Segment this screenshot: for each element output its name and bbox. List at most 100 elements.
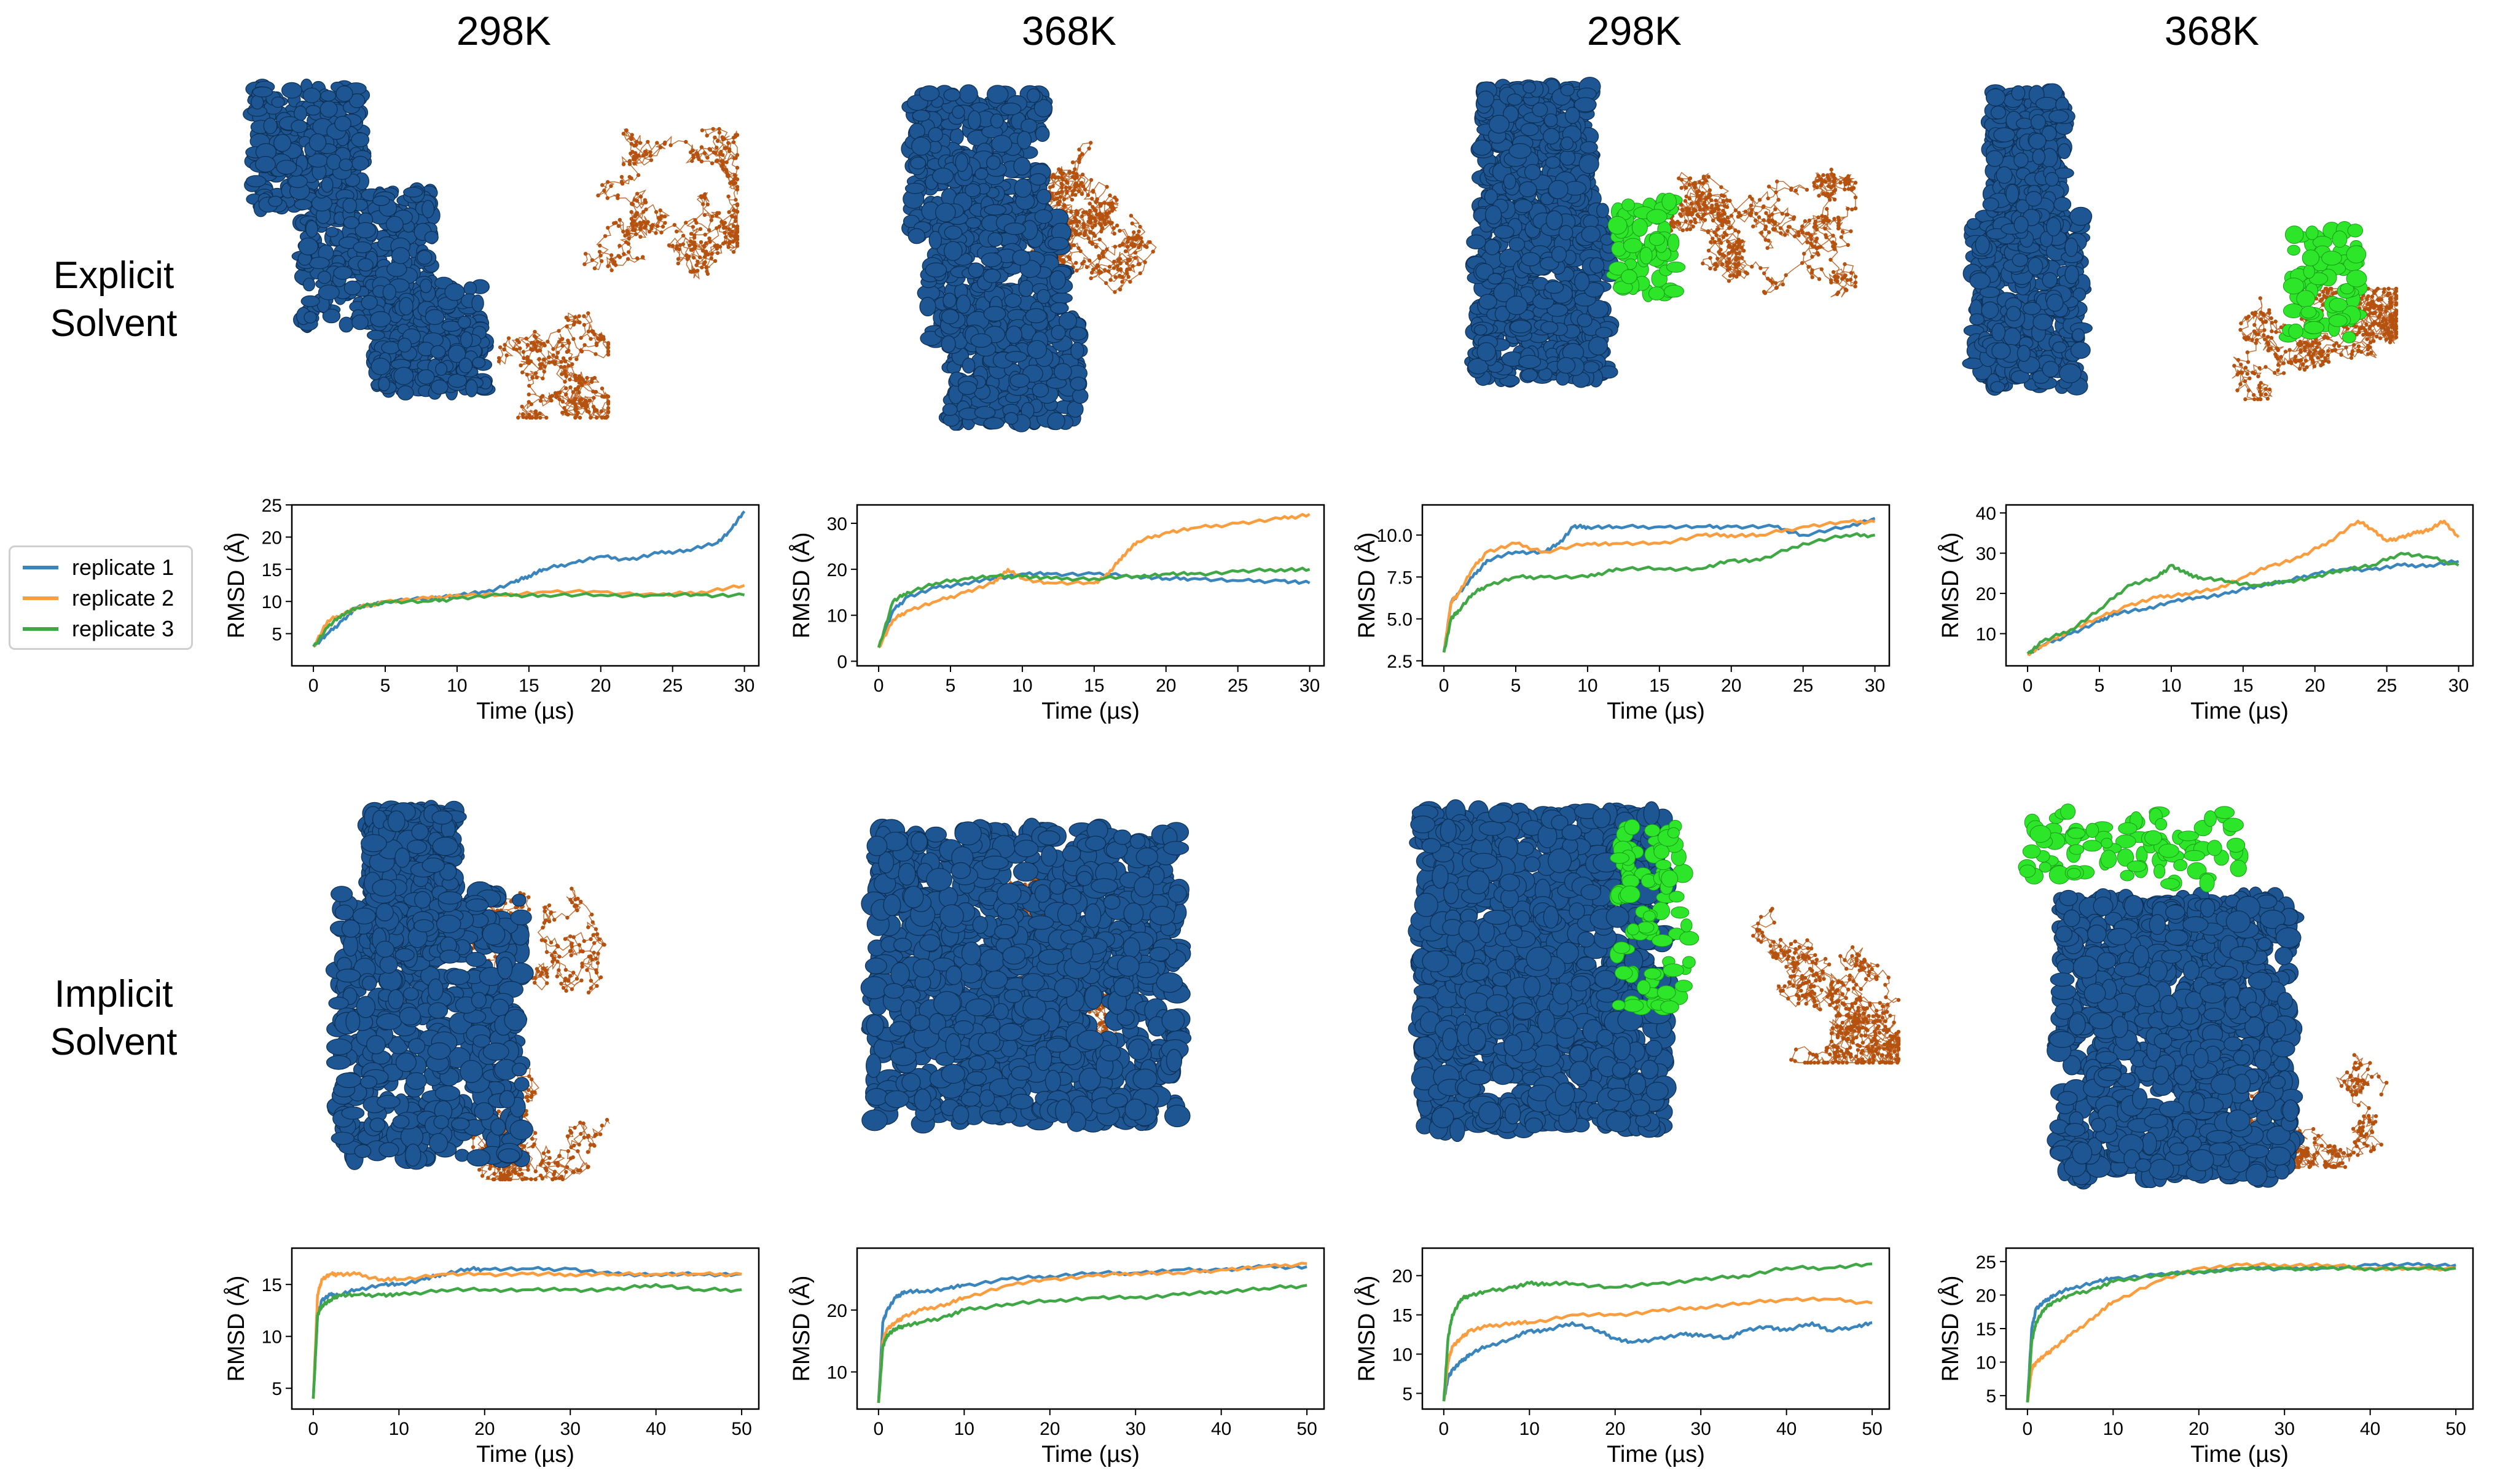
protein-surface [243,79,496,400]
x-tick-label: 50 [1296,1419,1317,1439]
series-line-replicate-1 [877,1263,1307,1404]
legend-label: replicate 2 [72,585,174,611]
y-axis-label: RMSD (Å) [1937,532,1964,638]
row-label-line: Solvent [50,1021,178,1063]
x-tick-label: 0 [1439,676,1449,696]
x-tick-label: 5 [946,676,956,696]
x-tick-label: 10 [389,1419,409,1439]
y-tick-label: 10 [1976,625,1996,645]
row-label-line: Explicit [53,254,174,297]
y-tick-label: 15 [1392,1306,1413,1326]
row-label-line: Solvent [50,302,178,345]
protein-surface [325,800,534,1170]
rmsd-plot-implicit-368k-ligand: 0 10 20 30 40 50 5 10 15 20 25 Time (µs) RMSD (Å) [1937,1247,2474,1467]
rmsd-plot-explicit-368k: 0 5 10 15 20 25 30 0 10 20 30 Time (µs) RMSD (Å) [788,504,1325,724]
molecule-implicit-368k [860,818,1192,1134]
x-tick-label: 30 [1865,676,1885,696]
x-tick-label: 20 [2305,676,2325,696]
legend-swatch-replicate-3 [23,627,58,631]
rmsd-plot-implicit-368k: 0 10 20 30 40 50 10 20 Time (µs) RMSD (Å) [788,1247,1325,1467]
x-axis-label: Time (µs) [476,698,574,724]
molecule-explicit-298k-ligand [1464,77,1858,388]
x-tick-label: 10 [2161,676,2181,696]
legend-item: replicate 1 [23,553,174,582]
x-tick-label: 20 [1040,1419,1060,1439]
rmsd-plot-explicit-298k-ligand: 0 5 10 15 20 25 30 2.5 5.0 7.5 10.0 Time (µs) RMSD (… [1353,504,1891,724]
protein-surface [2047,886,2305,1190]
y-tick-label: 7.5 [1387,568,1413,588]
x-tick-label: 0 [2023,1419,2033,1439]
series-line-replicate-2 [1442,518,1876,653]
rmsd-plot-explicit-298k: 0 5 10 15 20 25 30 5 10 15 20 25 Time (µs) RMSD (Å) [222,496,760,724]
y-tick-label: 5 [272,1379,282,1399]
peptide-chain [1669,167,1858,298]
molecule-implicit-298k [325,800,610,1182]
series-line-replicate-3 [877,566,1311,648]
x-axis-label: Time (µs) [2190,1442,2289,1467]
x-tick-label: 30 [1691,1419,1711,1439]
protein-surface [860,818,1192,1134]
y-tick-label: 20 [1976,584,1996,604]
x-tick-label: 10 [954,1419,974,1439]
y-tick-label: 10.0 [1377,526,1413,546]
y-axis-label: RMSD (Å) [1353,1275,1380,1381]
legend-label: replicate 3 [72,616,174,641]
y-tick-label: 10 [1392,1345,1413,1365]
x-tick-label: 15 [519,676,539,696]
ligand [2278,221,2368,343]
x-tick-label: 0 [2023,676,2033,696]
x-axis-label: Time (µs) [476,1442,574,1467]
x-tick-label: 20 [590,676,611,696]
x-tick-label: 30 [560,1419,581,1439]
y-tick-label: 15 [262,1275,282,1295]
series-line-replicate-2 [877,513,1311,649]
x-tick-label: 25 [2377,676,2397,696]
x-tick-label: 25 [662,676,683,696]
ligand [2018,803,2249,892]
col-title-1: 298K [456,8,552,53]
x-tick-label: 10 [1577,676,1597,696]
row-label-implicit: Implicit Solvent [25,970,203,1066]
legend-swatch-replicate-2 [23,596,58,600]
series-line-replicate-1 [1442,1321,1873,1402]
x-tick-label: 10 [2103,1419,2123,1439]
x-axis-label: Time (µs) [1607,698,1705,724]
ligand [1606,192,1686,302]
y-axis-label: RMSD (Å) [222,1275,249,1381]
x-tick-label: 50 [2445,1419,2466,1439]
series-line-replicate-3 [1442,532,1875,653]
x-tick-label: 0 [874,676,884,696]
y-tick-label: 15 [262,560,282,580]
y-tick-label: 20 [827,560,847,580]
x-tick-label: 50 [1862,1419,1882,1439]
y-axis-label: RMSD (Å) [788,1275,815,1381]
x-tick-label: 10 [1012,676,1032,696]
rmsd-plot-explicit-368k-ligand: 0 5 10 15 20 25 30 10 20 30 40 Time (µs) RMSD (Å) [1937,504,2474,724]
plot-frame [2005,1247,2474,1410]
y-tick-label: 0 [837,652,847,673]
peptide-chain [2232,286,2399,402]
series-line-replicate-1 [2027,559,2459,655]
x-tick-label: 30 [2448,676,2469,696]
series-line-replicate-2 [312,1271,742,1399]
y-tick-label: 5.0 [1387,610,1413,630]
x-tick-label: 40 [2360,1419,2380,1439]
col-title-2: 368K [1021,8,1117,53]
plot-frame [1421,504,1891,667]
x-axis-label: Time (µs) [1607,1442,1705,1467]
x-tick-label: 20 [474,1419,495,1439]
series-line-replicate-2 [2027,519,2460,657]
x-tick-label: 15 [2233,676,2253,696]
y-tick-label: 2.5 [1387,652,1413,672]
y-tick-label: 30 [1976,544,1996,564]
y-tick-label: 20 [1392,1267,1413,1287]
x-tick-label: 25 [1228,676,1248,696]
x-tick-label: 5 [380,676,391,696]
x-tick-label: 30 [2275,1419,2295,1439]
legend-swatch-replicate-1 [23,566,58,569]
x-tick-label: 10 [1519,1419,1540,1439]
legend: replicate 1 replicate 2 replicate 3 [9,545,193,650]
legend-item: replicate 3 [23,615,174,643]
col-title-4: 368K [2164,8,2260,53]
series-line-replicate-3 [312,592,745,647]
